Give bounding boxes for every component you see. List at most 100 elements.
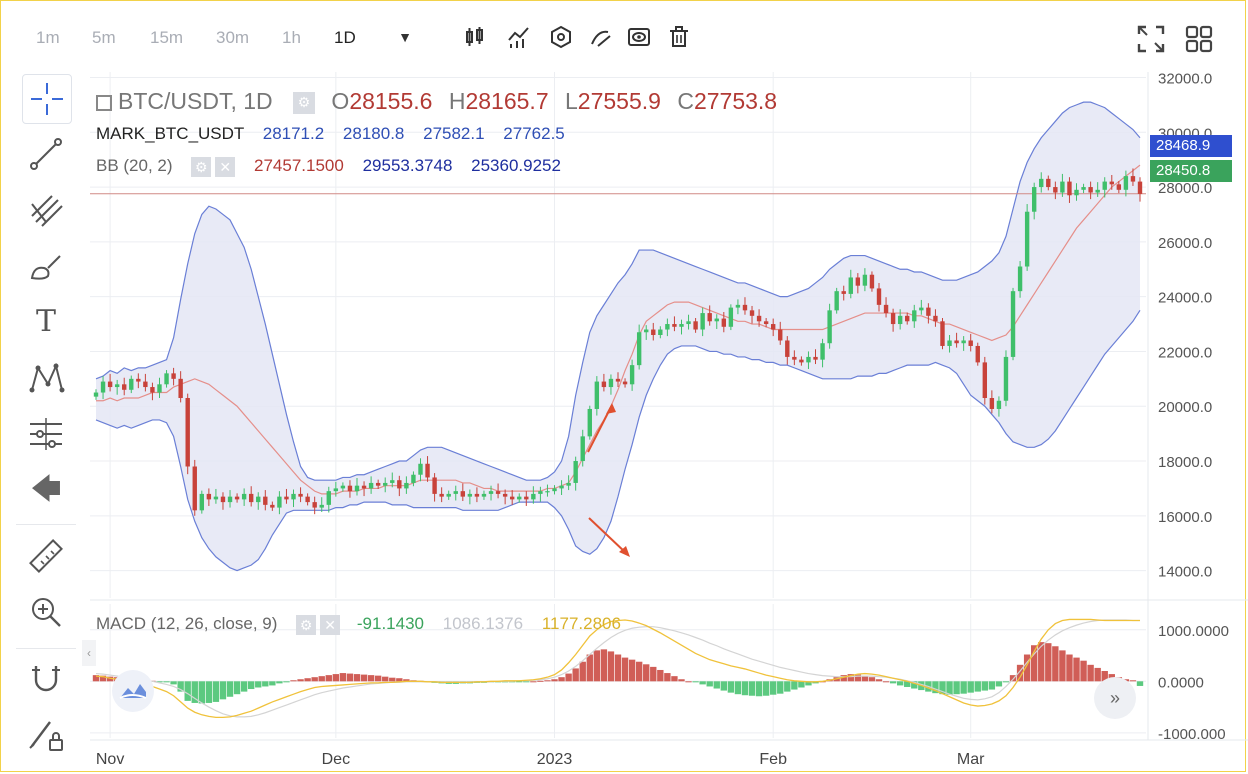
candle <box>686 321 691 325</box>
fullscreen-icon[interactable] <box>1136 24 1166 54</box>
macd-histogram-bar <box>805 681 812 686</box>
candle <box>270 504 275 508</box>
candle <box>989 398 995 409</box>
candle <box>1081 187 1086 190</box>
collapse-icon[interactable] <box>96 94 112 111</box>
macd-histogram-bar <box>960 681 967 694</box>
ruler-icon[interactable] <box>22 532 70 580</box>
candle <box>256 496 261 503</box>
timeframe-5m[interactable]: 5m <box>92 28 116 47</box>
bb-settings-icon[interactable]: ⚙ <box>191 156 212 177</box>
candle <box>425 463 430 478</box>
macd-histogram-bar <box>727 681 735 693</box>
text-icon[interactable]: T <box>35 304 56 339</box>
macd-histogram-bar <box>755 681 763 697</box>
candle <box>277 496 282 508</box>
candle <box>220 496 226 503</box>
indicators-icon[interactable] <box>506 24 532 50</box>
candle <box>481 493 487 497</box>
macd-histogram-bar <box>382 676 389 682</box>
trash-icon[interactable] <box>666 24 692 50</box>
timeframe-30m[interactable]: 30m <box>216 28 250 47</box>
candle <box>439 493 444 497</box>
macd-tick-label: 1000.0000 <box>1158 623 1229 640</box>
candle <box>157 384 162 393</box>
candle <box>291 493 296 500</box>
macd-histogram-bar <box>614 654 622 682</box>
candle <box>460 491 466 497</box>
drawing-settings-icon[interactable] <box>588 24 614 50</box>
macd-histogram-bar <box>664 673 671 682</box>
layout-grid-icon[interactable] <box>1184 24 1214 54</box>
chart-logo-icon[interactable] <box>112 670 154 712</box>
macd-histogram-bar <box>325 675 332 682</box>
eye-icon[interactable] <box>626 24 652 50</box>
pattern-icon[interactable] <box>22 354 70 402</box>
y-tick-label: 28000.0 <box>1158 180 1212 197</box>
high-value: 28165.7 <box>465 88 549 114</box>
candle <box>164 373 169 385</box>
macd-histogram-bar <box>840 675 847 682</box>
candle <box>651 329 656 335</box>
macd-histogram-bar <box>1052 646 1059 682</box>
macd-histogram-bar <box>290 680 297 682</box>
candlestick-icon[interactable] <box>462 24 488 50</box>
zoom-in-icon[interactable] <box>22 588 70 636</box>
candle <box>658 329 663 335</box>
lock-draw-icon[interactable] <box>22 710 70 758</box>
timeframe-15m[interactable]: 15m <box>150 28 184 47</box>
timeframe-1d[interactable]: 1D <box>334 28 356 47</box>
macd-tick-label: 0.0000 <box>1158 674 1204 691</box>
magnet-icon[interactable] <box>22 654 70 702</box>
hexagon-icon[interactable] <box>548 24 574 50</box>
macd-settings-icon[interactable]: ⚙ <box>296 614 317 635</box>
back-arrow-icon[interactable]: 🡄 <box>30 473 62 506</box>
candle <box>1088 187 1093 193</box>
candle <box>996 400 1002 409</box>
y-tick-label: 18000.0 <box>1158 454 1212 471</box>
candle <box>263 496 268 505</box>
measure-icon[interactable] <box>22 410 70 458</box>
candle <box>749 310 755 316</box>
annotation-arrow <box>588 517 627 554</box>
macd-histogram-bar <box>537 680 544 682</box>
timeframe-1h[interactable]: 1h <box>282 28 301 47</box>
candle <box>1024 211 1030 267</box>
candle <box>961 340 966 344</box>
price-tag-mark: 28468.9 <box>1150 135 1232 157</box>
collapse-left-icon[interactable]: ‹ <box>82 640 96 666</box>
macd-remove-icon[interactable]: ✕ <box>320 614 341 635</box>
macd-histogram-bar <box>219 681 227 700</box>
crosshair-icon[interactable] <box>22 74 72 124</box>
mark-value: 27582.1 <box>423 124 485 143</box>
macd-histogram-bar <box>1023 654 1031 682</box>
scroll-right-icon[interactable]: » <box>1094 677 1136 719</box>
macd-histogram-bar <box>544 680 551 682</box>
macd-histogram-bar <box>706 681 713 687</box>
candle <box>982 362 988 399</box>
candle <box>735 304 741 308</box>
macd-histogram-bar <box>896 681 904 686</box>
timeframe-1m[interactable]: 1m <box>36 28 60 47</box>
candle <box>474 493 480 497</box>
candle <box>502 493 508 497</box>
candle <box>820 343 825 360</box>
macd-histogram-bar <box>1101 671 1108 682</box>
candle <box>397 480 402 489</box>
macd-histogram-bar <box>92 675 100 682</box>
trend-line-icon[interactable] <box>22 130 70 178</box>
dropdown-icon[interactable]: ▼ <box>398 29 412 45</box>
fib-icon[interactable] <box>22 186 70 234</box>
macd-histogram-bar <box>205 681 213 703</box>
bb-remove-icon[interactable]: ✕ <box>215 156 236 177</box>
brush-icon[interactable] <box>22 242 70 290</box>
candle <box>1137 181 1143 194</box>
candle <box>171 373 176 379</box>
candle <box>298 493 303 497</box>
settings-gear-icon[interactable]: ⚙ <box>293 91 316 114</box>
candle <box>1074 189 1079 196</box>
macd-histogram-bar <box>353 674 361 682</box>
macd-histogram-bar <box>516 681 523 683</box>
candle <box>213 496 219 500</box>
